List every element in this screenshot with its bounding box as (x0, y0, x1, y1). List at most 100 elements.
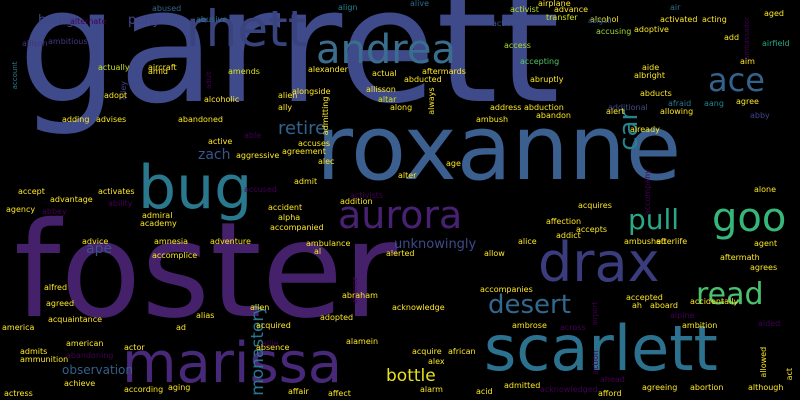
word-allen: allen (250, 303, 270, 312)
word-ambulance: ambulance (306, 239, 351, 248)
word-ad: ad (176, 323, 186, 332)
word-ace: ace (708, 61, 765, 99)
word-agrees: agrees (750, 263, 778, 272)
word-accept: accept (18, 187, 45, 196)
word-aggressive: aggressive (236, 151, 280, 160)
word-accompanies: accompanies (480, 285, 533, 294)
word-acid: acid (476, 387, 493, 396)
word-activity: activity (492, 19, 522, 28)
word-already: already (630, 125, 660, 134)
word-alpine: alpine (670, 311, 695, 320)
word-african: african (448, 347, 476, 356)
word-alarm: alarm (420, 385, 443, 394)
word-able: able (244, 131, 262, 140)
word-transfer: transfer (546, 13, 578, 22)
word-acquaintance: acquaintance (48, 315, 103, 324)
word-ape: ape (86, 241, 113, 257)
word-desert: desert (488, 290, 571, 320)
word-adoptive: adoptive (634, 25, 669, 34)
word-aged: aged (764, 9, 784, 18)
word-ambitious: ambitious (48, 37, 88, 46)
word-abandoning: abandoning (66, 351, 114, 360)
word-foster: foster (14, 194, 398, 348)
word-andrea: andrea (316, 27, 456, 73)
word-alias: alias (196, 311, 215, 320)
word-ambushed: ambushed (624, 237, 667, 246)
word-read: read (696, 277, 764, 312)
word-advice: advice (82, 237, 109, 246)
word-agreeing: agreeing (642, 383, 678, 392)
word-activist: activist (510, 5, 539, 14)
word-alive: alive (410, 0, 430, 8)
word-addition: addition (340, 197, 373, 206)
word-being: being (38, 13, 75, 28)
word-abby: abby (750, 111, 770, 120)
word-marissa: marissa (122, 331, 343, 396)
word-aging: aging (168, 383, 191, 392)
word-acquire: acquire (412, 347, 442, 356)
word-alexander: alexander (308, 65, 348, 74)
word-ability: ability (108, 199, 133, 208)
word-accomplice: accomplice (152, 251, 198, 260)
word-accepts: accepts (576, 225, 608, 234)
word-unknowingly: unknowingly (394, 237, 477, 252)
word-observation: observation (62, 363, 133, 377)
word-across: across (560, 323, 586, 332)
word-ambrose: ambrose (512, 321, 547, 330)
word-additional: additional (608, 103, 648, 112)
word-acknowledged: acknowledged (540, 385, 598, 394)
word-affair: affair (288, 387, 309, 396)
word-ambassador: ambassador (743, 16, 751, 60)
word-addict: addict (556, 231, 581, 240)
word-align: align (338, 3, 358, 12)
word-account: account (11, 61, 19, 90)
word-accompany: accompany (643, 169, 652, 216)
word-acquires: acquires (578, 201, 612, 210)
word-adventure: adventure (210, 237, 251, 246)
word-airplane: airplane (538, 0, 571, 8)
word-roxanne: roxanne (316, 96, 682, 201)
word-amends: amends (228, 67, 260, 76)
word-abandon: abandon (536, 111, 571, 120)
word-scarlett: scarlett (484, 312, 718, 385)
word-advance: advance (554, 5, 589, 14)
word-actual: actual (372, 69, 397, 78)
word-agent: agent (754, 239, 778, 248)
word-aang: aang (704, 99, 724, 108)
word-alcohol: alcohol (590, 15, 619, 24)
word-abbey: abbey (42, 207, 67, 216)
word-alec: alec (318, 157, 335, 166)
word-abigail: abigail (588, 17, 612, 25)
word-afterlife: afterlife (656, 237, 688, 246)
word-admit: admit (294, 177, 318, 186)
word-ambush: ambush (476, 115, 509, 124)
word-aurora: aurora (338, 193, 463, 237)
word-absence: absence (256, 343, 290, 352)
word-al: al (314, 247, 322, 256)
word-adult: adult (205, 71, 213, 89)
word-altar: altar (378, 95, 397, 104)
word-adopted: adopted (320, 313, 354, 322)
word-allie: allie (262, 339, 279, 348)
word-alternate: alternate (70, 17, 107, 26)
word-aftermards: aftermards (422, 67, 466, 76)
word-alex: alex (428, 357, 445, 366)
word-action: action (591, 350, 600, 375)
word-alcoholic: alcoholic (204, 95, 240, 104)
word-acknowledge: acknowledge (392, 303, 445, 312)
word-affection: affection (546, 217, 582, 226)
word-ally: ally (278, 103, 293, 112)
word-alien: alien (278, 91, 298, 100)
word-abused: abused (152, 4, 182, 13)
word-agree: agree (736, 97, 759, 106)
word-aim: aim (740, 57, 755, 66)
word-rhett: rhett (186, 0, 308, 58)
word-add: add (724, 33, 740, 42)
word-abducts: abducts (640, 89, 672, 98)
word-accepting: accepting (520, 57, 560, 66)
word-alerted: alerted (386, 249, 415, 258)
word-adopt: adopt (104, 91, 128, 100)
word-access: access (504, 41, 531, 50)
word-ammunition: ammunition (20, 355, 69, 364)
